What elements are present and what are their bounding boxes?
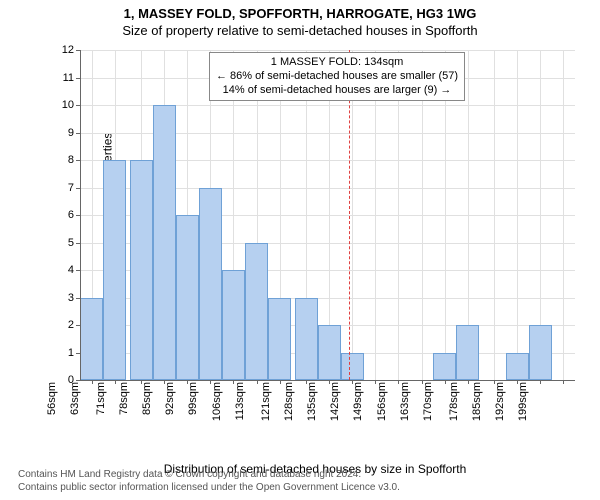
gridline — [563, 50, 564, 380]
bar — [199, 188, 222, 381]
xtick-label: 156sqm — [376, 382, 388, 432]
xtick-label: 170sqm — [422, 382, 434, 432]
bar — [268, 298, 291, 381]
gridline — [517, 50, 518, 380]
bar — [529, 325, 552, 380]
ytick-label: 2 — [68, 319, 80, 331]
xtick-label: 85sqm — [141, 382, 153, 432]
xtick-label: 78sqm — [118, 382, 130, 432]
chart-title: 1, MASSEY FOLD, SPOFFORTH, HARROGATE, HG… — [0, 6, 600, 21]
footer-line: Contains HM Land Registry data © Crown c… — [18, 469, 400, 482]
xtick-label: 135sqm — [306, 382, 318, 432]
chart-subtitle: Size of property relative to semi-detach… — [0, 23, 600, 38]
bar — [295, 298, 318, 381]
ytick-label: 12 — [62, 44, 80, 56]
bar — [506, 353, 529, 381]
y-axis — [80, 50, 81, 380]
gridline — [494, 50, 495, 380]
bar — [103, 160, 126, 380]
ytick-label: 9 — [68, 127, 80, 139]
xtick-label: 56sqm — [46, 382, 58, 432]
gridline — [80, 50, 575, 51]
bar — [433, 353, 456, 381]
ytick-label: 11 — [63, 72, 80, 84]
bar — [130, 160, 153, 380]
bar — [341, 353, 364, 381]
xtick-label: 71sqm — [95, 382, 107, 432]
x-axis — [80, 380, 575, 381]
xtick-label: 99sqm — [187, 382, 199, 432]
xtick-label: 163sqm — [399, 382, 411, 432]
bar — [80, 298, 103, 381]
annotation-line: 14% of semi-detached houses are larger (… — [216, 84, 458, 98]
xtick-label: 63sqm — [69, 382, 81, 432]
bar — [245, 243, 268, 381]
plot-region: 012345678910111256sqm63sqm71sqm78sqm85sq… — [80, 50, 575, 380]
xtick-label: 128sqm — [283, 382, 295, 432]
ytick-label: 3 — [68, 292, 80, 304]
chart-titles: 1, MASSEY FOLD, SPOFFORTH, HARROGATE, HG… — [0, 6, 600, 38]
ytick-label: 5 — [68, 237, 80, 249]
xtick-label: 178sqm — [448, 382, 460, 432]
xtick-label: 192sqm — [494, 382, 506, 432]
ytick-label: 7 — [68, 182, 80, 194]
xtick-label: 142sqm — [329, 382, 341, 432]
xtick-label: 92sqm — [164, 382, 176, 432]
xtick-label: 106sqm — [211, 382, 223, 432]
bar — [222, 270, 245, 380]
xtick-label: 185sqm — [471, 382, 483, 432]
bar — [153, 105, 176, 380]
bar — [456, 325, 479, 380]
ytick-label: 4 — [68, 264, 80, 276]
ytick-label: 10 — [62, 99, 80, 111]
annotation-box: 1 MASSEY FOLD: 134sqm ← 86% of semi-deta… — [209, 52, 465, 101]
figure-root: 1, MASSEY FOLD, SPOFFORTH, HARROGATE, HG… — [0, 0, 600, 500]
ytick-label: 6 — [68, 209, 80, 221]
footer: Contains HM Land Registry data © Crown c… — [18, 469, 400, 494]
chart-area: Number of semi-detached properties 01234… — [55, 50, 575, 410]
bar — [176, 215, 199, 380]
xtick-label: 113sqm — [234, 382, 246, 432]
xtick-label: 199sqm — [517, 382, 529, 432]
bar — [318, 325, 341, 380]
footer-line: Contains public sector information licen… — [18, 482, 400, 495]
xtick-label: 121sqm — [260, 382, 272, 432]
ytick-label: 8 — [68, 154, 80, 166]
ytick-label: 1 — [68, 347, 80, 359]
annotation-line: 1 MASSEY FOLD: 134sqm — [216, 56, 458, 70]
xtick-label: 149sqm — [352, 382, 364, 432]
annotation-line: ← 86% of semi-detached houses are smalle… — [216, 70, 458, 84]
